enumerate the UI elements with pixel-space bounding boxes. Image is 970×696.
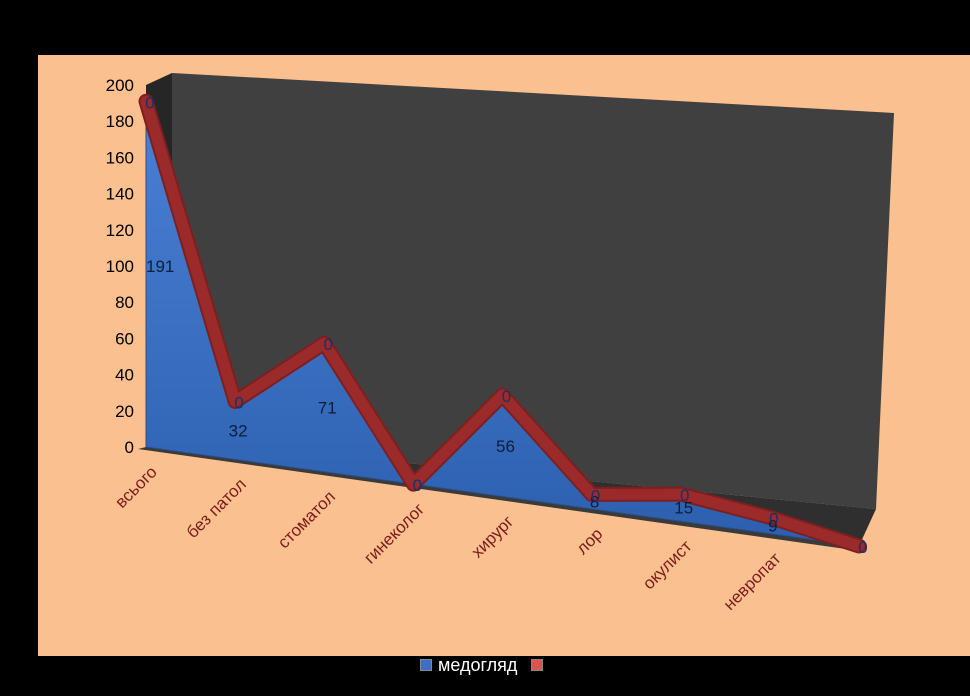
y-tick-label: 180	[106, 112, 134, 131]
y-tick-label: 80	[115, 293, 134, 312]
legend-swatch-series-2	[531, 659, 544, 671]
legend-swatch-medohliad	[420, 659, 432, 671]
data-label-medohliad: 71	[318, 398, 337, 417]
data-label-series-2: 0	[145, 93, 154, 112]
y-tick-label: 200	[106, 76, 134, 95]
category-label: невропат	[720, 549, 785, 614]
category-label: стоматол	[274, 487, 339, 552]
data-label-medohliad: 191	[146, 257, 174, 276]
data-label-series-2: 0	[234, 393, 243, 412]
series-2-point	[678, 491, 684, 497]
y-tick-label: 160	[106, 148, 134, 167]
y-tick-label: 140	[106, 185, 134, 204]
series-2-point	[589, 491, 595, 497]
y-tick-label: 40	[115, 366, 134, 385]
data-label-medohliad: 8	[590, 493, 599, 512]
data-label-series-2: 0	[680, 486, 689, 505]
data-label-medohliad: 32	[229, 421, 248, 440]
series-2-point	[232, 398, 238, 404]
legend-label-medohliad: медогляд	[438, 654, 518, 675]
category-label: всього	[111, 462, 160, 511]
floor-edge	[138, 447, 859, 550]
category-label: хирург	[468, 512, 518, 562]
y-tick-label: 120	[106, 221, 134, 240]
chart-area: 0 20 40 60 80 100 120 140 160 180 200 всього без па…	[38, 55, 970, 656]
data-label-series-2: 0	[413, 476, 422, 495]
data-label-series-2: 0	[769, 509, 778, 528]
category-label: окулист	[639, 536, 696, 593]
chart-legend: медогляд	[420, 654, 549, 676]
data-label-series-2: 0	[324, 335, 333, 354]
category-label: лор	[572, 524, 606, 558]
series-2-point	[767, 514, 773, 520]
data-label-medohliad: 9	[768, 516, 777, 535]
data-label-series-2: 0	[502, 387, 511, 406]
data-label-medohliad: 15	[674, 499, 693, 518]
y-tick-label: 0	[125, 438, 134, 457]
data-label-medohliad: 56	[496, 437, 515, 456]
data-label-series-2: 0	[591, 486, 600, 505]
y-tick-label: 60	[115, 329, 134, 348]
series-2-point	[321, 340, 327, 346]
data-label-series-2: 0	[858, 538, 867, 557]
series-2-point	[500, 392, 505, 398]
category-label: гинеколог	[360, 500, 428, 568]
y-tick-label: 20	[115, 402, 134, 421]
series-2-point	[143, 98, 149, 104]
category-label: без патол	[183, 475, 250, 542]
series-2-point	[856, 543, 862, 549]
series-2-point	[410, 481, 416, 487]
y-tick-label: 100	[106, 257, 134, 276]
